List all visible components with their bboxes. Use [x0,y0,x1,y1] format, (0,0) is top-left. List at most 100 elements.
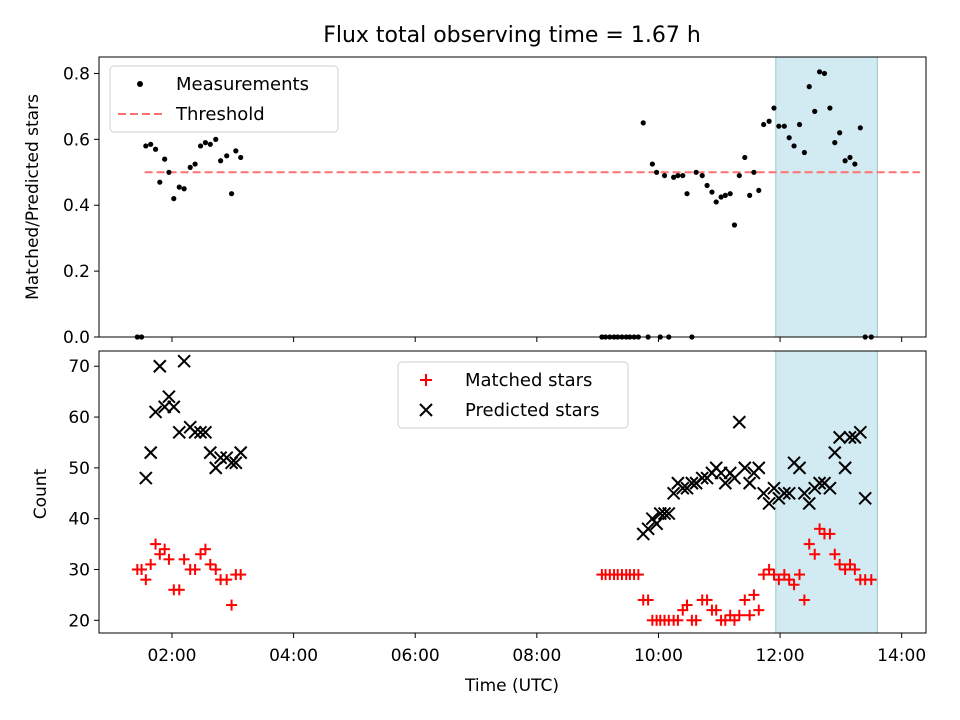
bottom-ytick-label: 20 [68,611,90,631]
predicted-star-marker [727,471,742,485]
top-ytick-label: 0.6 [63,130,90,150]
top-frame [98,56,927,338]
predicted-star-marker [177,354,191,368]
bottom-frame [98,350,927,634]
predicted-star-marker [139,471,153,485]
measurement-point [171,196,177,202]
measurement-point [148,141,154,147]
measurement-point [806,84,812,90]
bottom-ytick-label: 40 [68,510,90,530]
measurement-point [761,121,767,128]
measurement-point [727,191,733,197]
measurement-point [827,105,833,111]
measurement-point [699,172,705,179]
predicted-star-marker [777,486,792,500]
xtick-label: 04:00 [269,646,318,666]
predicted-star-marker [685,476,699,490]
measurement-point [654,169,660,175]
measurement-point [776,123,782,129]
matched-star-marker [159,543,171,555]
predicted-star-marker [797,486,812,500]
top-ytick-label: 0.4 [63,196,90,216]
predicted-star-marker [162,390,176,404]
top-ytick-label: 0.8 [63,64,90,84]
matched-star-marker [701,594,713,606]
predicted-star-marker [812,476,827,490]
matched-star-marker [865,574,877,586]
matched-star-marker [163,553,175,565]
measurement-point [704,182,710,189]
matched-star-marker [235,569,247,581]
matched-star-marker [849,563,861,575]
measurement-point [238,154,244,161]
measurement-point [661,172,668,179]
matched-star-marker [748,589,760,601]
measurement-point [684,191,690,197]
xtick-label: 06:00 [391,646,440,666]
matched-star-marker [632,569,644,581]
matched-star-marker [150,538,162,550]
predicted-star-marker [782,486,796,500]
predicted-star-marker [853,425,868,440]
measurement-point [801,149,807,156]
measurement-point [771,105,777,111]
matched-star-marker [834,558,846,570]
measurement-point [713,199,719,205]
measurement-point [742,154,748,161]
matched-star-marker [794,569,806,581]
predicted-star-marker [229,456,243,470]
predicted-star-marker [666,486,681,500]
predicted-star-marker [172,425,186,440]
measurement-point [766,118,772,124]
predicted-star-marker [167,400,181,414]
xtick-label: 12:00 [756,646,805,666]
measurement-point [693,169,699,175]
matched-star-marker [768,569,780,581]
top-highlight-span [775,56,878,338]
predicted-star-marker [148,405,163,419]
matched-star-marker [763,563,775,575]
matched-star-marker [839,563,851,575]
matched-star-marker [672,614,684,626]
measurement-point [162,156,168,162]
matched-star-marker [829,548,841,560]
predicted-star-marker [695,471,709,485]
matched-star-marker [690,614,702,626]
measurement-point [218,158,224,164]
measurement-point [786,135,792,141]
measurement-point [756,187,762,194]
predicted-star-marker [649,517,664,531]
legend-matched-marker [420,374,432,386]
legend-predicted-marker [419,403,433,417]
predicted-star-marker [756,486,771,500]
measurement-point [821,70,828,77]
measurement-point [812,108,818,114]
matched-star-marker [195,548,207,560]
measurement-point [152,146,159,152]
measurement-point [671,174,677,180]
matched-star-marker [753,604,765,616]
measurement-point [176,184,182,190]
matched-star-marker [778,569,790,581]
matched-star-marker [803,538,815,550]
predicted-star-marker [188,425,202,440]
matched-star-marker [204,558,216,570]
matched-star-marker [154,548,166,560]
measurement-point [832,140,838,146]
matched-star-marker [783,574,795,586]
predicted-star-marker [203,445,217,460]
measurement-point [207,141,213,147]
matched-star-marker [773,574,785,586]
predicted-star-marker [718,476,733,490]
predicted-star-marker [823,481,837,495]
legend-threshold-label: Threshold [175,104,265,125]
predicted-star-marker [209,461,223,475]
top-legend: Measurements Threshold [109,65,339,133]
measurement-point [842,158,848,164]
matched-star-marker [710,604,722,616]
matched-star-marker [145,558,157,570]
measurement-point [181,186,187,192]
measurement-point [233,148,239,154]
measurement-point [224,153,230,159]
measurement-point [747,192,753,198]
